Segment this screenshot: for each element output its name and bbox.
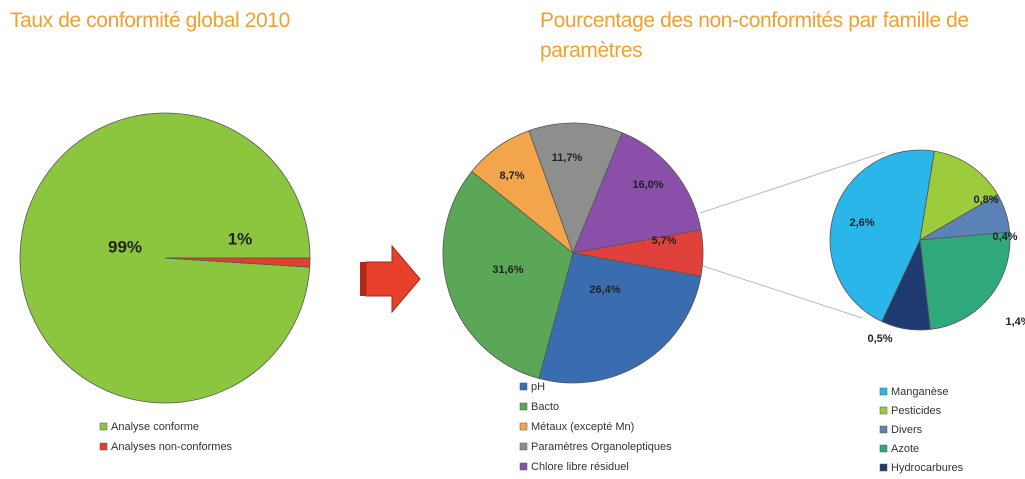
data-label: 5,7% [651, 235, 676, 247]
legend-label: Manganèse [891, 386, 949, 398]
pie-slice [919, 150, 999, 241]
pie-slice [528, 122, 623, 255]
data-label: 0,5% [867, 333, 892, 345]
legend-label: Divers [891, 424, 923, 436]
data-label: 1,4% [1005, 316, 1025, 328]
legend-label: pH [531, 381, 545, 393]
legend-label: Hydrocarbures [891, 462, 964, 474]
legend-label: Analyses non-conformes [111, 441, 233, 453]
pie-slice [829, 149, 935, 323]
legend-swatch [879, 463, 888, 472]
legend-swatch [879, 444, 888, 453]
data-label: 1% [228, 229, 253, 248]
legend-swatch [879, 387, 888, 396]
connector [699, 151, 886, 214]
legend-label: Métaux (excepté Mn) [531, 421, 634, 433]
legend-label: Paramètres Organoleptiques [531, 441, 672, 453]
data-label: 11,7% [552, 152, 583, 164]
pie-slice [572, 229, 704, 277]
chart-title: Taux de conformité global 2010 [10, 9, 290, 32]
pie-slice [881, 238, 931, 331]
legend-swatch [99, 422, 108, 431]
legend-swatch [519, 402, 528, 411]
data-label: 99% [108, 237, 142, 256]
data-label: 31,6% [492, 264, 523, 276]
pie-slice [572, 132, 702, 254]
arrow [360, 244, 421, 314]
chart-title: Pourcentage des non-conformités par fami… [540, 9, 969, 62]
legend-swatch [519, 422, 528, 431]
data-label: 0,8% [973, 194, 998, 206]
legend-swatch [99, 442, 108, 451]
legend-swatch [519, 382, 528, 391]
pie-slice [538, 252, 702, 384]
legend-swatch [519, 442, 528, 451]
pie-slice [919, 231, 1011, 330]
pie-slice [442, 170, 574, 379]
legend-label: Chlore libre résiduel [531, 461, 629, 473]
data-label: 26,4% [589, 284, 620, 296]
legend-swatch [519, 462, 528, 471]
legend-swatch [879, 406, 888, 415]
data-label: 16,0% [632, 179, 663, 191]
legend-label: Pesticides [891, 405, 942, 417]
connector [699, 264, 863, 319]
legend-label: Bacto [531, 401, 559, 413]
data-label: 2,6% [849, 217, 874, 229]
legend-swatch [879, 425, 888, 434]
legend-label: Analyse conforme [111, 421, 199, 433]
pie-slice [164, 257, 311, 268]
legend-label: Azote [891, 443, 919, 455]
data-label: 8,7% [499, 170, 524, 182]
data-label: 0,4% [992, 231, 1017, 243]
